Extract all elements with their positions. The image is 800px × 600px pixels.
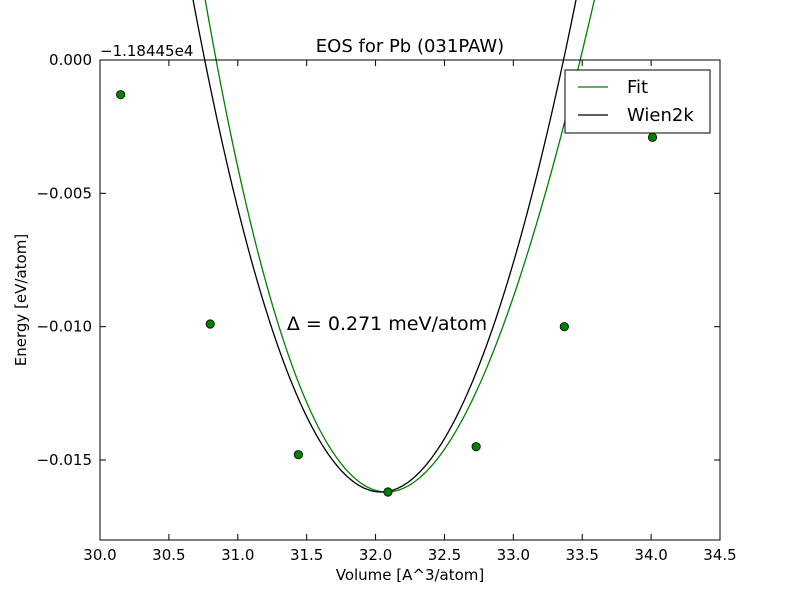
data-point: [116, 90, 126, 100]
x-tick-label: 33.5: [566, 546, 599, 564]
legend-label-wien2k: Wien2k: [627, 105, 694, 126]
y-tick-label: −0.015: [36, 451, 92, 469]
x-tick-label: 32.5: [428, 546, 461, 564]
x-axis-title: Volume [A^3/atom]: [336, 566, 485, 584]
x-tick-label: 32.0: [359, 546, 392, 564]
data-point: [471, 442, 481, 452]
legend-box: [564, 69, 711, 134]
chart-title: EOS for Pb (031PAW): [316, 36, 504, 57]
delta-annotation: Δ = 0.271 meV/atom: [287, 313, 487, 335]
data-point: [383, 487, 393, 497]
x-tick-label: 31.5: [290, 546, 323, 564]
y-axis: 0.000 −0.005 −0.010 −0.015: [36, 51, 720, 469]
y-tick-label: −0.005: [36, 184, 92, 202]
y-tick-label: −0.010: [36, 318, 92, 336]
legend: Fit Wien2k: [564, 69, 711, 134]
y-offset-label: −1.18445e4: [100, 42, 193, 60]
plot-frame: [99, 59, 721, 541]
data-point: [647, 132, 658, 142]
x-tick-label: 30.0: [83, 546, 116, 564]
data-point: [559, 322, 569, 332]
x-axis: 30.0 30.5 31.0 31.5 32.0 32.5 33.0 33.5 34.0 34.5: [83, 60, 737, 564]
x-tick-label: 34.0: [634, 546, 667, 564]
plot-area: [100, 60, 720, 540]
x-tick-label: 31.0: [221, 546, 254, 564]
legend-label-fit: Fit: [627, 77, 648, 98]
data-point: [293, 450, 303, 460]
markers-layer: [116, 90, 658, 497]
y-axis-title: Energy [eV/atom]: [12, 234, 30, 366]
x-tick-label: 34.5: [703, 546, 736, 564]
y-tick-label: 0.000: [49, 51, 92, 69]
x-tick-label: 30.5: [152, 546, 185, 564]
data-point: [205, 319, 215, 329]
x-tick-label: 33.0: [497, 546, 530, 564]
